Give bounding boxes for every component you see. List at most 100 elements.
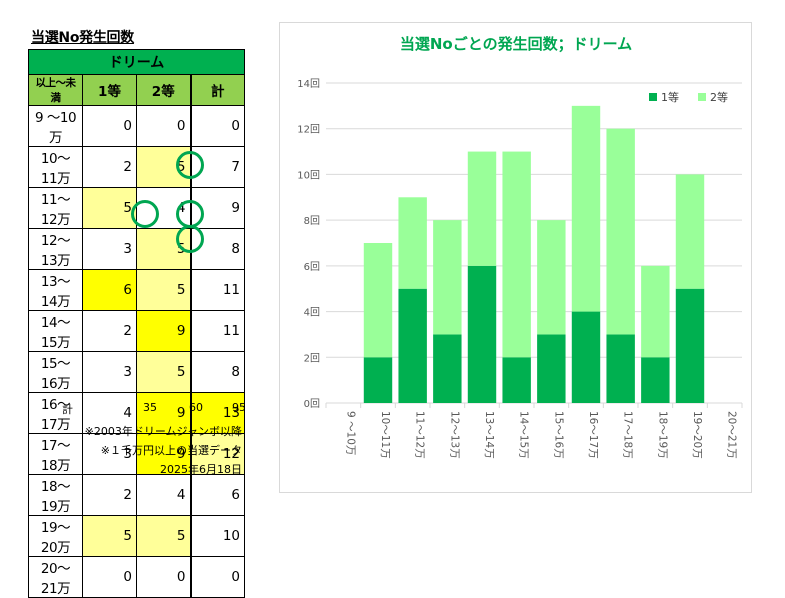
chart-bars: [363, 105, 705, 403]
bar-first-prize: [641, 357, 670, 403]
bar-first-prize: [606, 334, 635, 403]
y-tick-label: 10回: [297, 169, 320, 181]
row-range: 10～11万: [28, 146, 83, 188]
row-range: 18～19万: [28, 474, 83, 516]
x-tick-label: 14～15万: [518, 411, 530, 459]
column-header-total: 計: [189, 74, 245, 106]
x-tick-label: 18～19万: [656, 411, 668, 459]
legend-swatch-first: [649, 93, 657, 101]
row-second-count: 5: [136, 515, 191, 557]
column-header-row: 以上～未満 1等 2等 計: [28, 74, 245, 106]
y-tick-label: 14回: [297, 78, 320, 90]
x-tick-label: 15～16万: [552, 411, 564, 459]
y-tick-label: 0回: [304, 398, 320, 410]
row-first-count: 2: [82, 146, 137, 188]
chart-y-ticks: 0回 2回 4回 6回 8回 10回 12回 14回: [297, 78, 320, 410]
row-second-count: 9: [136, 433, 191, 475]
row-range: 19～20万: [28, 515, 83, 557]
row-total: 0: [189, 556, 245, 598]
occurrence-table: ドリーム 以上～未満 1等 2等 計 9 ～10万 0 0 0 10～11万 2 5 7 11～…: [28, 49, 245, 598]
table-row: 20～21万 0 0 0: [28, 556, 245, 598]
row-second-count: 0: [136, 556, 191, 598]
bar-first-prize: [502, 357, 531, 403]
row-first-count: 2: [82, 474, 137, 516]
legend-label-second: 2等: [710, 90, 728, 104]
row-total: 10: [189, 515, 245, 557]
row-range: 17～18万: [28, 433, 83, 475]
bar-second-prize: [433, 220, 462, 335]
x-tick-label: 16～17万: [587, 411, 599, 459]
row-first-count: 2: [82, 310, 137, 352]
bar-first-prize: [433, 334, 462, 403]
row-total: 6: [189, 474, 245, 516]
table-row: 13～14万 6 5 11: [28, 269, 245, 311]
bar-second-prize: [606, 128, 635, 335]
highlight-circle: [176, 200, 204, 228]
bar-second-prize: [675, 174, 705, 289]
y-tick-label: 12回: [297, 124, 320, 136]
row-first-count: 5: [82, 515, 137, 557]
row-range: 14～15万: [28, 310, 83, 352]
bar-second-prize: [467, 151, 497, 266]
y-tick-label: 6回: [304, 261, 320, 273]
row-second-count: 5: [136, 269, 191, 311]
row-first-count: 6: [82, 269, 137, 311]
row-range: 15～16万: [28, 351, 83, 393]
chart-x-ticks: 9 ～10万 10～11万 11～12万 12～13万 13～14万 14～15万 15～1…: [325, 403, 743, 459]
table-row: 16～17万 4 9 13: [28, 392, 245, 434]
chart-title: 当選Noごとの発生回数；ドリーム: [400, 35, 632, 53]
bar-first-prize: [571, 311, 601, 403]
row-first-count: 3: [82, 433, 137, 475]
row-range: 20～21万: [28, 556, 83, 598]
row-range: 9 ～10万: [28, 105, 83, 147]
x-tick-label: 12～13万: [448, 411, 460, 459]
row-total: 8: [189, 351, 245, 393]
row-total: 13: [189, 392, 245, 434]
row-first-count: 5: [82, 187, 137, 229]
stacked-bar-chart: 当選Noごとの発生回数；ドリーム 0回 2回 4回 6回 8回 10回 12回 14回 9 ～…: [297, 35, 743, 459]
x-tick-label: 17～18万: [622, 411, 634, 459]
table-header-row: ドリーム: [28, 49, 245, 75]
bar-second-prize: [537, 220, 566, 335]
row-second-count: 9: [136, 392, 191, 434]
row-total: 0: [189, 105, 245, 147]
note-date: 2025年6月18日: [160, 463, 242, 476]
y-tick-label: 2回: [304, 352, 320, 364]
row-second-count: 4: [136, 474, 191, 516]
bar-second-prize: [571, 105, 601, 312]
highlight-circle: [131, 200, 159, 228]
x-tick-label: 20～21万: [726, 411, 738, 459]
row-range: 11～12万: [28, 187, 83, 229]
row-second-count: 0: [136, 105, 191, 147]
table-row: 18～19万 2 4 6: [28, 474, 245, 516]
x-tick-label: 10～11万: [379, 411, 391, 459]
bar-second-prize: [398, 197, 427, 289]
totals-total: 95: [232, 401, 246, 414]
table-row: 10～11万 2 5 7: [28, 146, 245, 188]
table-row: 15～16万 3 5 8: [28, 351, 245, 393]
note-data-scope: ※１千万円以上の当選データ: [100, 444, 242, 457]
row-total: 11: [189, 310, 245, 352]
x-tick-label: 9 ～10万: [344, 411, 356, 455]
highlight-circle: [176, 225, 204, 253]
column-header-first: 1等: [82, 74, 137, 106]
bar-first-prize: [363, 357, 393, 403]
table-row: 12～13万 3 5 8: [28, 228, 245, 270]
chart-legend: 1等 2等: [649, 90, 728, 104]
bar-second-prize: [363, 243, 393, 358]
bar-first-prize: [398, 288, 427, 403]
legend-label-first: 1等: [661, 90, 679, 104]
table-row: 11～12万 5 4 9: [28, 187, 245, 229]
row-first-count: 3: [82, 351, 137, 393]
legend-swatch-second: [698, 93, 706, 101]
y-tick-label: 4回: [304, 307, 320, 319]
row-total: 12: [189, 433, 245, 475]
row-first-count: 3: [82, 228, 137, 270]
totals-second: 60: [189, 401, 203, 414]
row-total: 11: [189, 269, 245, 311]
bar-first-prize: [537, 334, 566, 403]
row-second-count: 9: [136, 310, 191, 352]
row-second-count: 5: [136, 351, 191, 393]
y-tick-label: 8回: [304, 215, 320, 227]
row-first-count: 0: [82, 105, 137, 147]
